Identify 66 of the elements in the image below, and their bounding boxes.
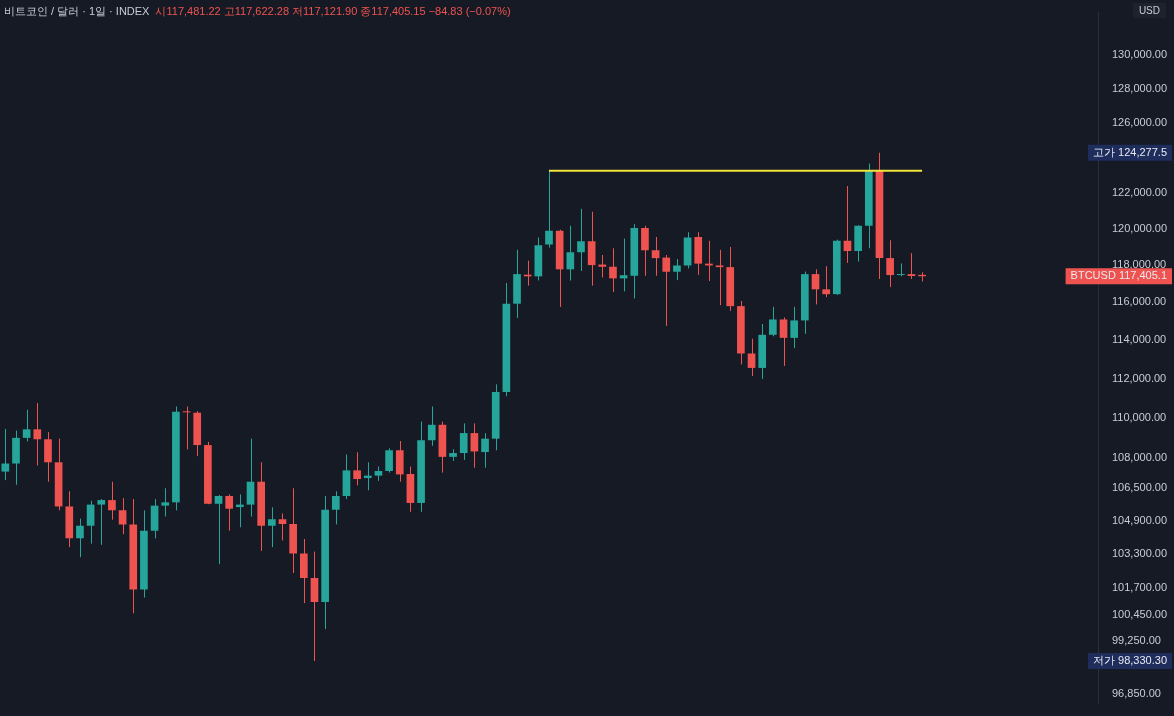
y-tick-label: 118,000.00: [1112, 258, 1167, 271]
y-tick-label: 106,500.00: [1112, 480, 1168, 493]
candlestick: [108, 481, 116, 521]
candlestick: [673, 258, 681, 281]
candlestick: [331, 490, 340, 525]
y-tick-label: 128,000.00: [1112, 81, 1168, 94]
candlestick: [246, 438, 255, 518]
candlestick: [651, 236, 660, 277]
y-tick-label: 126,000.00: [1112, 115, 1168, 128]
candlestick: [886, 239, 894, 288]
annotation: 고가 124,277.5: [1093, 145, 1168, 158]
y-tick-label: 99,250.00: [1112, 633, 1161, 646]
candlestick: [481, 432, 489, 469]
candlestick: [843, 185, 852, 264]
y-tick-label: 101,700.00: [1112, 580, 1168, 593]
candlestick: [790, 306, 799, 349]
candlestick: [268, 506, 276, 548]
candlestick: [662, 254, 671, 327]
candlestick: [822, 265, 830, 298]
y-tick-label: 116,000.00: [1112, 295, 1167, 308]
candlestick: [427, 405, 436, 447]
y-tick-label: 104,900.00: [1112, 513, 1168, 526]
candlestick: [44, 431, 52, 483]
candlestick: [161, 487, 170, 518]
y-tick-label: 112,000.00: [1112, 371, 1167, 384]
y-tick-label: 110,000.00: [1112, 410, 1167, 423]
candlestick: [577, 208, 585, 272]
candlestick: [545, 170, 553, 249]
candlestick: [598, 254, 607, 278]
y-tick-label: 108,000.00: [1112, 450, 1168, 463]
candlestick: [609, 247, 617, 293]
y-tick-label: 120,000.00: [1112, 221, 1168, 234]
candlestick: [566, 225, 575, 282]
y-tick-label: 96,850.00: [1112, 687, 1161, 699]
y-tick-label: 103,300.00: [1112, 547, 1168, 560]
candlestick: [278, 512, 287, 541]
chart-title: 비트코인 / 달러 · 1일 · INDEX: [4, 5, 150, 17]
annotation: BTCUSD 117,405.1: [1070, 269, 1168, 282]
candlestick: [22, 409, 31, 442]
candlestick: [118, 497, 127, 535]
candlestick: [641, 225, 649, 277]
y-tick-label: 130,000.00: [1112, 48, 1168, 61]
candlestick: [97, 498, 106, 546]
candlestick: [779, 316, 788, 367]
candlestick: [747, 338, 756, 377]
candlestick: [86, 500, 95, 545]
candlestick: [811, 268, 820, 305]
candlestick: [587, 211, 596, 287]
candlestick: [33, 402, 42, 467]
candlestick: [76, 518, 84, 558]
candlestick: [459, 422, 468, 461]
y-tick-label: 114,000.00: [1112, 333, 1167, 346]
candlestick: [769, 306, 777, 337]
annotation: 저가 98,330.30: [1093, 654, 1168, 667]
candlestick: [715, 249, 724, 306]
candlestick: [385, 447, 393, 474]
candlestick: [907, 252, 916, 280]
candlestick: [225, 493, 234, 532]
y-axis-title: USD: [1132, 3, 1166, 18]
chart-subtitle: 시117,481.22 고117,622.28 저117,121.90 종117,405.15 −84.83 (−0.07%): [155, 5, 511, 17]
candlestick: [1, 428, 10, 481]
y-tick-label: 122,000.00: [1112, 185, 1168, 198]
candlestick: [896, 262, 905, 277]
y-tick-label: 100,450.00: [1112, 607, 1168, 620]
candlestick: [214, 494, 223, 565]
candlestick: [353, 451, 361, 486]
